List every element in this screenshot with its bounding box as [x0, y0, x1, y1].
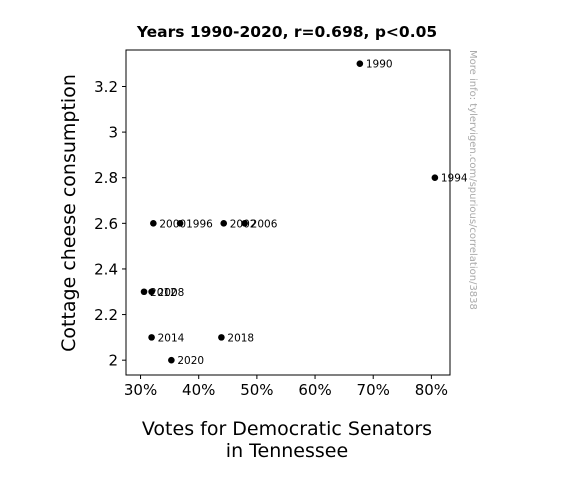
y-tick-label: 2.2 — [94, 306, 118, 324]
plot-area: 30% 40% 50% 60% 70% 80% 2 2.2 2.4 2.6 2.8 3 3.2 199… — [94, 49, 468, 399]
data-point-1996 — [176, 220, 184, 227]
x-tick-label: 60% — [298, 381, 331, 399]
source-note: More info: tylervigen.com/spurious/corre… — [467, 50, 478, 310]
x-tick-label: 80% — [415, 381, 448, 399]
data-point-label: 2008 — [158, 287, 185, 299]
data-point-label: 1996 — [186, 218, 213, 230]
x-axis-label-line-2: in Tennessee — [226, 440, 348, 462]
x-tick-label: 40% — [182, 381, 215, 399]
y-tick-label: 2.6 — [94, 215, 118, 233]
y-tick-label: 3.2 — [94, 78, 118, 96]
data-point-2012 — [140, 288, 148, 296]
chart-title: Years 1990-2020, r=0.698, p<0.05 — [136, 23, 437, 41]
data-point-label: 2012 — [150, 287, 177, 299]
data-point-2000 — [150, 220, 157, 227]
x-tick-label: 70% — [357, 381, 390, 399]
y-tick-label: 3 — [108, 124, 118, 142]
data-point-label: 2018 — [227, 332, 254, 344]
data-point-label: 2020 — [177, 355, 204, 367]
data-point-label: 2000 — [159, 218, 186, 230]
data-point-2006 — [241, 220, 248, 227]
y-tick-label: 2 — [108, 352, 118, 370]
data-points: 1990199419962000200220062008201220142018… — [140, 59, 468, 367]
data-point-2018 — [218, 334, 225, 341]
data-point-label: 2014 — [158, 332, 185, 344]
data-point-1990 — [356, 60, 364, 67]
data-point-label: 1994 — [441, 173, 468, 185]
data-point-2008 — [148, 288, 155, 296]
y-tick-label: 2.8 — [94, 169, 118, 187]
plot-frame — [125, 49, 451, 376]
x-axis: 30% 40% 50% 60% 70% 80% — [124, 375, 448, 399]
data-point-2014 — [148, 334, 155, 341]
data-point-1994 — [431, 174, 439, 182]
x-tick-label: 50% — [240, 381, 273, 399]
y-tick-label: 2.4 — [94, 260, 118, 278]
x-axis-label-line-1: Votes for Democratic Senators — [142, 418, 432, 440]
y-axis-label: Cottage cheese consumption — [58, 74, 80, 352]
x-tick-label: 30% — [124, 381, 157, 399]
data-point-2002 — [220, 220, 228, 227]
data-point-label: 1990 — [366, 59, 393, 71]
data-point-2020 — [168, 356, 175, 364]
data-point-label: 2006 — [251, 218, 278, 230]
y-axis: 2 2.2 2.4 2.6 2.8 3 3.2 — [94, 78, 126, 370]
